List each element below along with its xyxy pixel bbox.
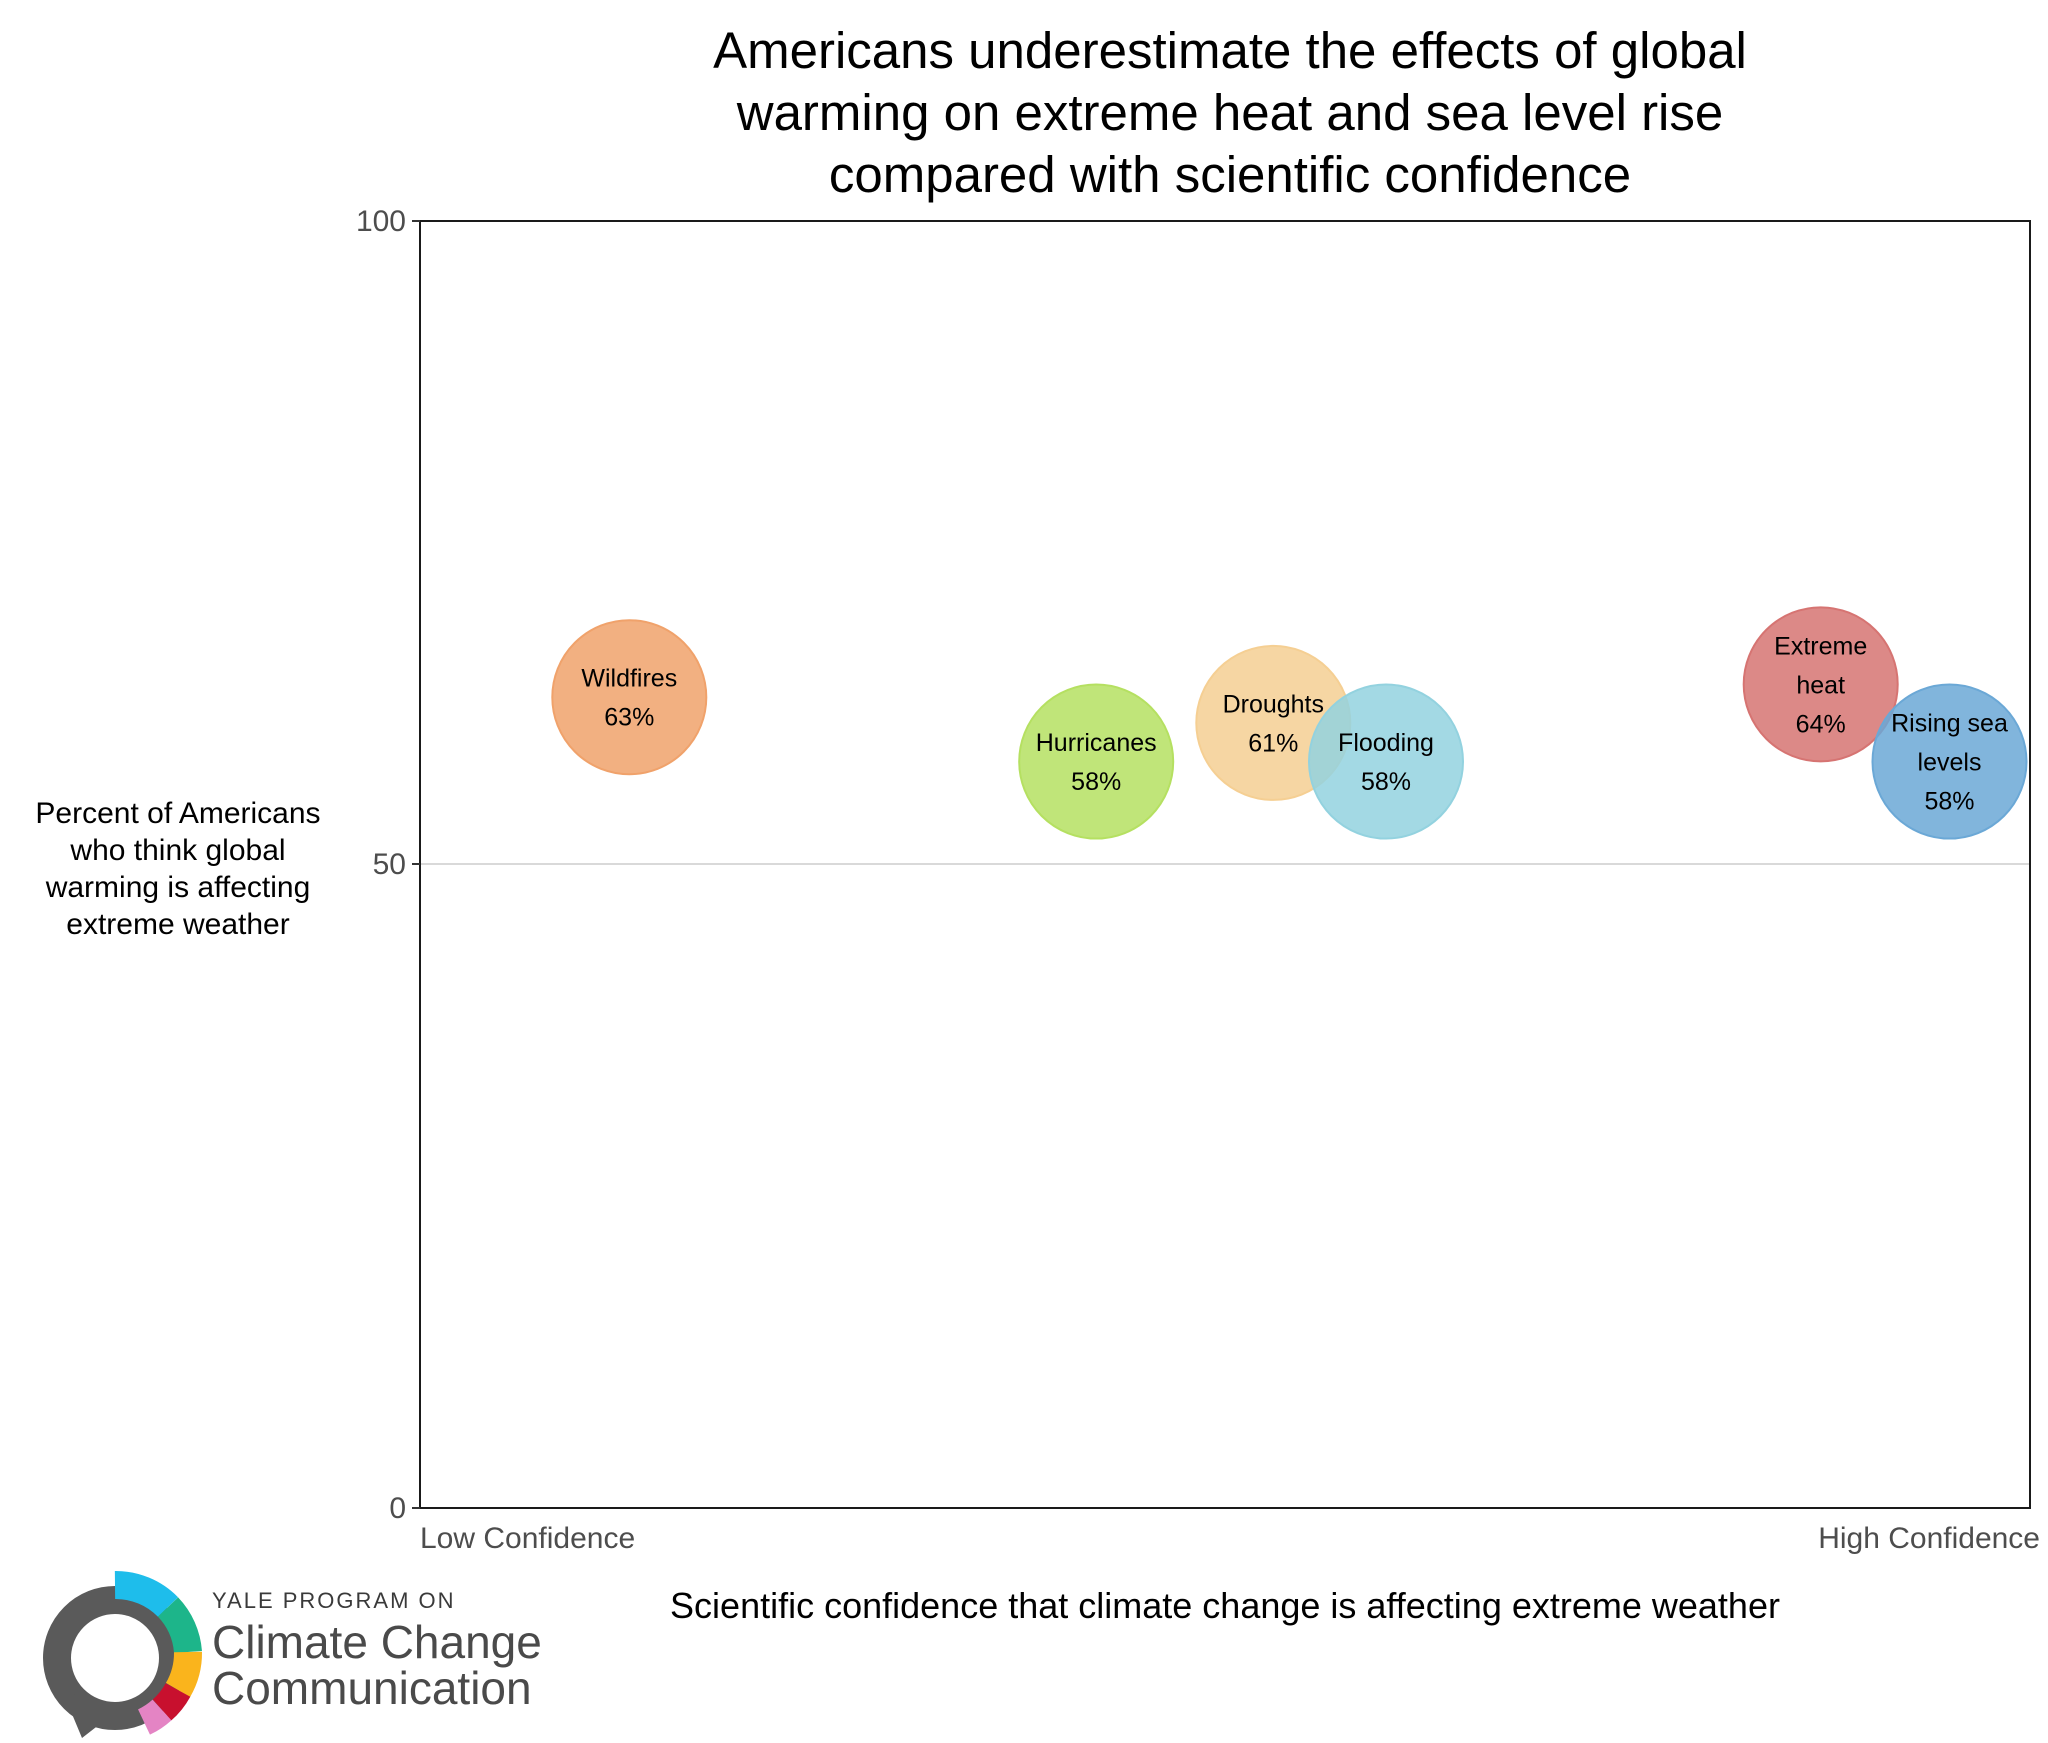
bubble-label: Hurricanes [1036,729,1157,757]
bubble-value-label: 63% [604,704,654,732]
y-tick-label-100: 100 [356,205,406,238]
bubble-value-label: 58% [1361,768,1411,796]
x-axis: Low Confidence High Confidence Scientifi… [420,1522,2040,1626]
speech-bubble-icon [43,1571,202,1738]
bubble-label: Droughts [1223,690,1324,718]
x-axis-label: Scientific confidence that climate chang… [670,1585,1780,1626]
chart-title-line-1: Americans underestimate the effects of g… [713,22,1747,79]
bubble-value-label: 61% [1248,729,1298,757]
bubble-wildfires: Wildfires 63% [551,619,708,776]
y-tick-label-50: 50 [373,848,406,881]
chart-title-line-3: compared with scientific confidence [829,146,1631,203]
logo-line-1: YALE PROGRAM ON [212,1588,456,1613]
bubble-value-label: 64% [1796,710,1846,738]
y-tick-label-0: 0 [389,1492,406,1525]
bubble-circle [1871,683,2028,840]
bubble-flooding: Flooding 58% [1308,683,1464,840]
bubbles: Wildfires 63% Hurricanes 58% Droughts 61% Floo… [551,606,2028,840]
bubble-circle [1742,606,1899,763]
logo-line-2: Climate Change [212,1616,542,1668]
y-axis-label: Percent of Americans who think global wa… [35,797,320,941]
bubble-label: levels [1918,749,1982,777]
y-axis-label-line-3: warming is affecting [45,871,311,904]
y-axis-label-line-2: who think global [69,834,285,867]
bubble-extreme-heat: Extreme heat 64% [1742,606,1899,763]
bubble-label: Extreme [1774,632,1867,660]
bubble-rising-sea-levels: Rising sea levels 58% [1871,683,2028,840]
bubble-value-label: 58% [1924,788,1974,816]
bubble-circle [1018,683,1175,840]
bubble-circle [1308,683,1464,840]
logo-line-3: Communication [212,1662,532,1714]
y-axis: 100 50 0 [356,205,420,1525]
bubble-label: Rising sea [1891,710,2008,738]
x-tick-label-low: Low Confidence [420,1522,635,1555]
bubble-circle [551,619,708,776]
y-axis-label-line-1: Percent of Americans [35,797,320,830]
yale-climate-logo: YALE PROGRAM ON Climate Change Communica… [43,1571,542,1738]
chart-title: Americans underestimate the effects of g… [713,22,1747,203]
bubble-label: heat [1796,671,1845,699]
bubble-value-label: 58% [1071,768,1121,796]
bubble-hurricanes: Hurricanes 58% [1018,683,1175,840]
bubble-label: Flooding [1338,729,1434,757]
bubble-label: Wildfires [581,665,677,693]
y-axis-label-line-4: extreme weather [66,908,289,941]
x-tick-label-high: High Confidence [1818,1522,2040,1555]
chart-title-line-2: warming on extreme heat and sea level ri… [736,84,1724,141]
plot-area: Wildfires 63% Hurricanes 58% Droughts 61% Floo… [419,220,2031,1509]
